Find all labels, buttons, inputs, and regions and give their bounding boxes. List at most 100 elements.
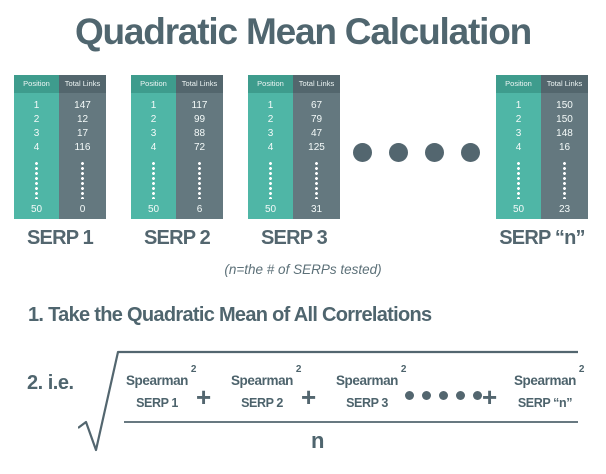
denominator: n [311,428,325,453]
links-value: 150 [556,114,573,125]
ellipsis-dot [461,143,480,162]
position-column: Position 1 2 3 4 50 [248,75,293,219]
position-value: 1 [515,100,522,111]
term-exponent: 2 [578,364,585,375]
term-exponent: 2 [190,364,197,375]
position-column: Position 1 2 3 4 50 [496,75,541,219]
position-value: 1 [267,100,274,111]
ellipsis-dots [517,161,520,199]
ellipsis-dot [422,391,431,400]
term-exponent: 2 [295,364,302,375]
serp-label: SERP 2 [144,227,211,249]
ellipsis-dot [405,391,414,400]
position-value: 3 [150,128,157,139]
square-root-sign [78,350,578,452]
serp-count-note: (n=the # of SERPs tested) [224,262,382,277]
plus-sign: + [482,382,498,412]
table-ellipsis [353,143,483,163]
links-value: 148 [556,128,573,139]
position-value: 2 [33,114,40,125]
ellipsis-dot [353,143,372,162]
serp-table-2: Position 1 2 3 4 50 Total Links 117 99 8… [131,75,223,250]
links-value: 67 [310,100,323,111]
links-column: Total Links 150 150 148 16 23 [541,75,588,219]
position-value: 2 [267,114,274,125]
ellipsis-dot [389,143,408,162]
ellipsis-dot [456,391,465,400]
position-value: 3 [33,128,40,139]
serp-label: SERP “n” [499,227,585,249]
links-last: 6 [196,204,203,215]
spearman-term-2: Spearman 2 SERP 2 [226,364,302,410]
links-value: 17 [76,128,89,139]
position-last: 50 [30,204,43,215]
position-value: 1 [150,100,157,111]
links-value: 116 [74,142,91,153]
links-last: 23 [558,204,571,215]
term-name: Spearman [335,373,399,388]
position-value: 4 [267,142,274,153]
links-column: Total Links 147 12 17 116 0 [59,75,106,219]
links-header: Total Links [59,75,106,93]
serp-label: SERP 3 [261,227,328,249]
links-header: Total Links [293,75,340,93]
links-last: 0 [79,204,86,215]
links-value: 12 [76,114,89,125]
term-name: Spearman [125,373,189,388]
page-title: Quadratic Mean Calculation [74,11,532,52]
position-header: Position [496,75,541,93]
ellipsis-dots [269,161,272,199]
position-value: 2 [150,114,157,125]
links-value: 147 [74,100,91,111]
ellipsis-dots [81,161,84,199]
serp-table-1: Position 1 2 3 4 50 Total Links 147 12 1… [14,75,106,250]
term-subscript: SERP 2 [241,396,283,410]
links-header: Total Links [176,75,223,93]
spearman-term-1: Spearman 2 SERP 1 [121,364,197,410]
position-header: Position [131,75,176,93]
links-value: 88 [193,128,206,139]
position-value: 1 [33,100,40,111]
ellipsis-dot [425,143,444,162]
position-header: Position [248,75,293,93]
step-1-heading: 1. Take the Quadratic Mean of All Correl… [28,304,432,326]
position-header: Position [14,75,59,93]
serp-table-n: Position 1 2 3 4 50 Total Links 150 150 … [496,75,588,250]
position-column: Position 1 2 3 4 50 [131,75,176,219]
term-subscript: SERP “n” [517,396,573,410]
plus-sign: + [196,382,212,412]
ellipsis-dots [315,161,318,199]
position-value: 4 [150,142,157,153]
links-last: 31 [310,204,323,215]
serp-table-3: Position 1 2 3 4 50 Total Links 67 79 47… [248,75,340,250]
serp-label: SERP 1 [27,227,94,249]
links-value: 16 [558,142,571,153]
spearman-term-n: Spearman 2 SERP “n” [507,364,585,410]
term-name: Spearman [230,373,294,388]
position-last: 50 [147,204,160,215]
links-value: 72 [193,142,206,153]
links-column: Total Links 67 79 47 125 31 [293,75,340,219]
position-last: 50 [512,204,525,215]
position-value: 4 [515,142,522,153]
links-value: 150 [556,100,573,111]
ellipsis-dots [35,161,38,199]
ellipsis-dot [439,391,448,400]
links-value: 47 [310,128,323,139]
ellipsis-dots [152,161,155,199]
position-value: 2 [515,114,522,125]
plus-sign: + [301,382,317,412]
term-name: Spearman [513,373,577,388]
links-value: 117 [191,100,208,111]
position-value: 4 [33,142,40,153]
term-subscript: SERP 1 [136,396,178,410]
position-last: 50 [264,204,277,215]
term-exponent: 2 [400,364,407,375]
ellipsis-dot [473,391,482,400]
position-value: 3 [515,128,522,139]
step-2-label: 2. i.e. [27,372,74,394]
position-value: 3 [267,128,274,139]
spearman-term-3: Spearman 2 SERP 3 [331,364,407,410]
ellipsis-dots [198,161,201,199]
position-column: Position 1 2 3 4 50 [14,75,59,219]
